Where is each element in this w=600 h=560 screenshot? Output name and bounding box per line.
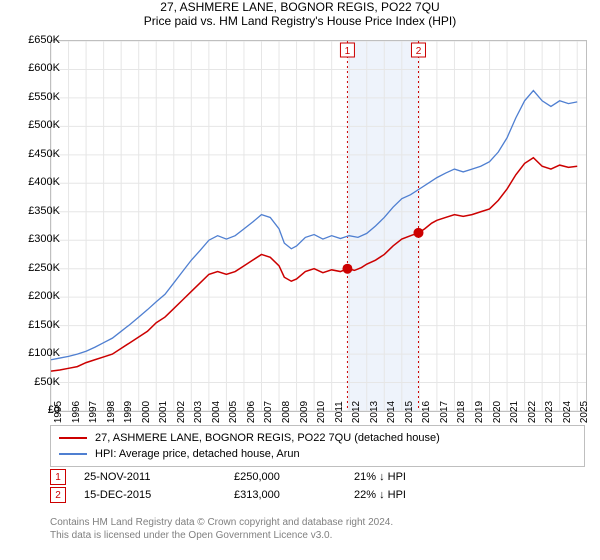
y-tick-label: £200K xyxy=(15,290,60,302)
x-tick-label: 2006 xyxy=(246,401,257,423)
y-tick-label: £100K xyxy=(15,347,60,359)
transaction-row: 1 25-NOV-2011 £250,000 21% ↓ HPI xyxy=(50,468,585,486)
x-tick-label: 2013 xyxy=(369,401,380,423)
legend-item: 27, ASHMERE LANE, BOGNOR REGIS, PO22 7QU… xyxy=(59,430,576,446)
y-tick-label: £300K xyxy=(15,233,60,245)
x-tick-label: 2019 xyxy=(474,401,485,423)
marker-badge: 2 xyxy=(50,487,66,503)
x-tick-label: 2001 xyxy=(158,401,169,423)
chart-title: 27, ASHMERE LANE, BOGNOR REGIS, PO22 7QU xyxy=(0,0,600,14)
legend-item: HPI: Average price, detached house, Arun xyxy=(59,446,576,462)
x-tick-label: 2004 xyxy=(211,401,222,423)
transaction-row: 2 15-DEC-2015 £313,000 22% ↓ HPI xyxy=(50,486,585,504)
x-tick-label: 2012 xyxy=(351,401,362,423)
chart-container: 27, ASHMERE LANE, BOGNOR REGIS, PO22 7QU… xyxy=(0,0,600,560)
x-tick-label: 1997 xyxy=(88,401,99,423)
x-tick-label: 2017 xyxy=(439,401,450,423)
x-tick-label: 1998 xyxy=(106,401,117,423)
y-tick-label: £400K xyxy=(15,176,60,188)
legend-label: 27, ASHMERE LANE, BOGNOR REGIS, PO22 7QU… xyxy=(95,430,440,446)
x-tick-label: 2022 xyxy=(527,401,538,423)
x-tick-label: 1995 xyxy=(53,401,64,423)
x-tick-label: 2015 xyxy=(404,401,415,423)
x-tick-label: 2020 xyxy=(492,401,503,423)
attribution-line: Contains HM Land Registry data © Crown c… xyxy=(50,516,585,529)
x-tick-label: 2000 xyxy=(141,401,152,423)
y-tick-label: £350K xyxy=(15,205,60,217)
marker-badge: 1 xyxy=(50,469,66,485)
x-tick-label: 2024 xyxy=(562,401,573,423)
x-tick-label: 1996 xyxy=(71,401,82,423)
legend-label: HPI: Average price, detached house, Arun xyxy=(95,446,300,462)
x-tick-label: 2018 xyxy=(456,401,467,423)
y-tick-label: £450K xyxy=(15,148,60,160)
transactions: 1 25-NOV-2011 £250,000 21% ↓ HPI 2 15-DE… xyxy=(50,468,585,504)
x-tick-label: 2003 xyxy=(193,401,204,423)
x-tick-label: 1999 xyxy=(123,401,134,423)
x-tick-label: 2025 xyxy=(579,401,590,423)
transaction-date: 15-DEC-2015 xyxy=(84,489,234,501)
plot-area: 12 xyxy=(50,40,587,412)
transaction-date: 25-NOV-2011 xyxy=(84,471,234,483)
transaction-price: £313,000 xyxy=(234,489,354,501)
chart-subtitle: Price paid vs. HM Land Registry's House … xyxy=(0,14,600,28)
transaction-delta: 22% ↓ HPI xyxy=(354,489,474,501)
x-tick-label: 2016 xyxy=(421,401,432,423)
x-tick-label: 2005 xyxy=(228,401,239,423)
legend-swatch xyxy=(59,437,87,439)
x-tick-label: 2011 xyxy=(334,401,345,423)
y-tick-label: £550K xyxy=(15,91,60,103)
transaction-delta: 21% ↓ HPI xyxy=(354,471,474,483)
x-tick-label: 2014 xyxy=(386,401,397,423)
attribution-line: This data is licensed under the Open Gov… xyxy=(50,529,585,542)
x-tick-label: 2021 xyxy=(509,401,520,423)
y-tick-label: £250K xyxy=(15,262,60,274)
y-tick-label: £150K xyxy=(15,319,60,331)
svg-text:2: 2 xyxy=(416,46,422,57)
y-tick-label: £50K xyxy=(15,376,60,388)
svg-text:1: 1 xyxy=(345,46,351,57)
x-tick-label: 2023 xyxy=(544,401,555,423)
attribution: Contains HM Land Registry data © Crown c… xyxy=(50,516,585,542)
transaction-price: £250,000 xyxy=(234,471,354,483)
legend-swatch xyxy=(59,453,87,455)
chart-svg: 12 xyxy=(51,41,586,411)
x-tick-label: 2008 xyxy=(281,401,292,423)
y-tick-label: £600K xyxy=(15,62,60,74)
x-tick-label: 2009 xyxy=(299,401,310,423)
x-tick-label: 2007 xyxy=(263,401,274,423)
y-tick-label: £650K xyxy=(15,34,60,46)
legend: 27, ASHMERE LANE, BOGNOR REGIS, PO22 7QU… xyxy=(50,425,585,467)
x-tick-label: 2002 xyxy=(176,401,187,423)
x-tick-label: 2010 xyxy=(316,401,327,423)
y-tick-label: £500K xyxy=(15,119,60,131)
